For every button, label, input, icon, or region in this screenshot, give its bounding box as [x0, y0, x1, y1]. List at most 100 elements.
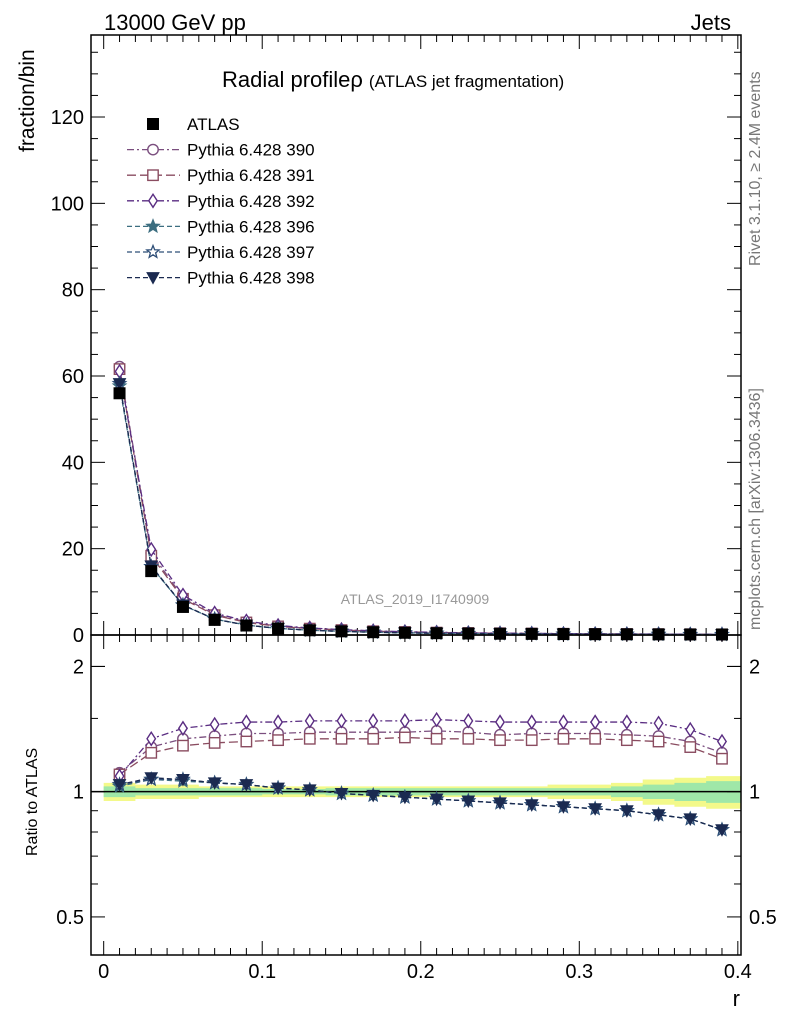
- rivet-version-label: Rivet 3.1.10, ≥ 2.4M events: [747, 71, 764, 266]
- ratio-series-marker: [684, 741, 697, 753]
- legend-marker: [147, 118, 159, 130]
- ratio-y-tick-label-right: 1: [749, 782, 760, 804]
- main-panel: 0 20 40 60 80 100 120 Radial profileρ (ATLAS je…: [16, 34, 742, 647]
- x-tick-label: 0.3: [565, 961, 593, 983]
- ratio-x-ticks: 0 0.1 0.2 0.3 0.4: [98, 635, 752, 983]
- ratio-y-tick-label-right: 2: [749, 656, 760, 678]
- header-right: Jets: [691, 10, 731, 35]
- ratio-series-marker: [715, 824, 729, 837]
- data-point: [240, 619, 253, 632]
- ratio-series-marker: [493, 797, 507, 810]
- ratio-series-marker: [429, 793, 444, 807]
- ratio-series-marker: [556, 801, 571, 814]
- ratio-series-marker: [526, 714, 537, 730]
- ratio-series-line: [119, 718, 723, 777]
- ratio-series-marker: [462, 732, 475, 745]
- ratio-series-marker: [241, 714, 252, 730]
- legend-marker: [146, 272, 160, 285]
- chart-title-main: Radial profile: [222, 67, 350, 92]
- ratio-series-marker: [590, 714, 601, 730]
- legend-label: Pythia 6.428 398: [187, 269, 315, 288]
- legend-marker: [145, 243, 161, 259]
- main-y-tick-label: 100: [51, 193, 84, 215]
- ratio-series-marker: [399, 713, 410, 729]
- ratio-series-marker: [177, 720, 188, 737]
- ratio-series-marker: [525, 734, 538, 747]
- ratio-series-marker: [302, 784, 317, 797]
- chart-title-symbol: ρ: [350, 67, 363, 92]
- ratio-frame: [90, 634, 742, 956]
- data-point: [208, 613, 221, 626]
- ratio-series-marker: [716, 733, 728, 750]
- ratio-y-tick-label-left: 2: [73, 656, 84, 678]
- legend-marker: [147, 143, 159, 156]
- ratio-series-marker: [430, 732, 443, 745]
- x-tick-label: 0.1: [248, 961, 276, 983]
- header-left: 13000 GeV pp: [104, 10, 246, 35]
- x-axis-label: r: [733, 986, 740, 1011]
- main-y-tick-label: 40: [62, 452, 84, 474]
- ratio-y-tick-label-left: 1: [73, 782, 84, 804]
- ratio-series-marker: [177, 739, 189, 752]
- legend-label: Pythia 6.428 396: [187, 217, 315, 236]
- ratio-series-marker: [398, 791, 412, 805]
- ratio-series-marker: [621, 714, 632, 730]
- legend-marker: [147, 169, 159, 182]
- ratio-series-marker: [145, 746, 158, 759]
- ratio-y-axis-label: Ratio to ATLAS: [24, 748, 41, 856]
- legend-marker: [145, 218, 161, 234]
- ratio-series-marker: [557, 732, 570, 745]
- ratio-series-marker: [683, 813, 698, 826]
- ratio-series-marker: [685, 721, 696, 738]
- ratio-y-tick-label-right: 0.5: [749, 907, 777, 929]
- ratio-series-marker: [335, 732, 348, 745]
- ratio-y-ticks: 0.5 0.5 1 1 2 2: [56, 656, 777, 928]
- ratio-series-marker: [368, 713, 379, 729]
- legend-label: Pythia 6.428 391: [187, 166, 315, 185]
- ratio-series-marker: [494, 714, 506, 730]
- legend-label: Pythia 6.428 397: [187, 243, 315, 262]
- main-y-tick-label: 60: [62, 366, 84, 388]
- ratio-curves: [111, 711, 730, 837]
- data-point: [176, 600, 189, 613]
- data-point: [303, 624, 316, 637]
- ratio-series-marker: [652, 735, 665, 748]
- main-y-tick-label: 120: [51, 107, 84, 129]
- ratio-series-marker: [366, 789, 381, 803]
- main-y-axis-label: fraction/bin: [16, 49, 39, 152]
- ratio-series-marker: [524, 799, 539, 812]
- data-point: [113, 387, 126, 400]
- main-y-tick-label: 0: [73, 625, 84, 647]
- legend: ATLAS Pythia 6.428 390 Pythia 6.428 391 Pyt…: [127, 115, 315, 288]
- ratio-series-marker: [588, 803, 602, 816]
- x-tick-label: 0.2: [407, 961, 435, 983]
- ratio-series-marker: [239, 779, 254, 792]
- ratio-series-marker: [336, 713, 347, 729]
- ratio-series-marker: [303, 732, 316, 745]
- legend-label: Pythia 6.428 392: [187, 192, 315, 211]
- ratio-series-marker: [620, 734, 633, 747]
- mcplots-source-label: mcplots.cern.ch [arXiv:1306.3436]: [747, 388, 764, 630]
- data-point: [272, 622, 285, 635]
- ratio-series-marker: [334, 787, 349, 801]
- ratio-series-marker: [207, 777, 222, 790]
- ratio-series-marker: [144, 772, 159, 785]
- ratio-y-tick-label-left: 0.5: [56, 907, 84, 929]
- ratio-series-marker: [653, 715, 664, 732]
- legend-marker: [147, 193, 159, 209]
- ratio-series-marker: [716, 752, 728, 765]
- ratio-series-marker: [399, 731, 411, 744]
- x-tick-label: 0.4: [724, 961, 752, 983]
- ratio-series-marker: [461, 795, 476, 808]
- x-tick-label: 0: [98, 961, 109, 983]
- ratio-panel: 0.5 0.51 12 2 0 0.1 0.2 0.3 0.4 Ratio to ATLAS …: [24, 634, 777, 1011]
- main-y-tick-label: 20: [62, 539, 84, 561]
- ratio-series-marker: [209, 716, 220, 733]
- legend-label: ATLAS: [187, 115, 240, 134]
- chart-title: Radial profileρ (ATLAS jet fragmentation): [222, 67, 564, 92]
- ratio-series-marker: [463, 713, 474, 729]
- ratio-series-marker: [271, 782, 285, 796]
- ratio-series-marker: [240, 735, 253, 748]
- main-series-marker: [112, 378, 127, 391]
